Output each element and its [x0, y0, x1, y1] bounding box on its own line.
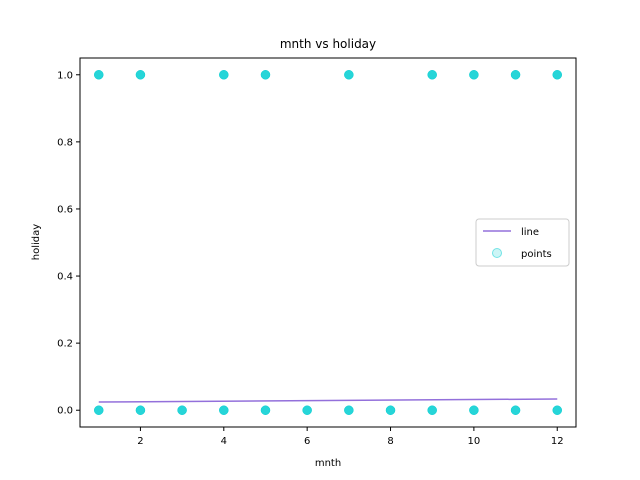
x-tick-label: 6	[304, 436, 310, 447]
data-point	[94, 405, 104, 415]
x-axis: 2 4 6 8 10 12	[137, 427, 564, 447]
data-point	[177, 405, 187, 415]
data-point	[552, 70, 562, 80]
legend: line points	[475, 218, 570, 267]
data-point	[344, 70, 354, 80]
y-tick-label: 0.4	[57, 272, 73, 283]
data-point	[427, 405, 437, 415]
x-axis-label: mnth	[315, 458, 341, 469]
x-tick-label: 10	[468, 436, 481, 447]
data-point	[510, 405, 521, 415]
data-point	[510, 70, 521, 80]
legend-points-swatch	[492, 248, 502, 258]
data-point	[302, 405, 312, 415]
y-axis-label: holiday	[31, 224, 42, 260]
legend-line-label: line	[521, 227, 539, 238]
y-tick-label: 0.8	[57, 137, 73, 148]
y-axis: 0.0 0.2 0.4 0.6 0.8 1.0	[57, 70, 80, 417]
data-point	[135, 70, 146, 80]
data-point	[135, 405, 146, 415]
x-tick-label: 12	[551, 436, 564, 447]
data-point	[469, 405, 479, 415]
chart-title: mnth vs holiday	[280, 37, 376, 51]
axes-frame	[79, 57, 577, 428]
data-point	[427, 70, 437, 80]
x-tick-label: 2	[137, 436, 143, 447]
data-point	[552, 405, 562, 415]
data-point	[219, 405, 229, 415]
plot-area	[94, 70, 562, 415]
y-tick-label: 1.0	[57, 70, 73, 81]
data-point	[344, 405, 354, 415]
data-point	[260, 405, 271, 415]
x-tick-label: 8	[387, 436, 393, 447]
trend-line	[98, 398, 558, 403]
y-tick-label: 0.6	[57, 204, 73, 215]
data-point	[469, 70, 479, 80]
data-point	[385, 405, 396, 415]
legend-points-label: points	[521, 249, 552, 260]
data-point	[260, 70, 271, 80]
data-point	[94, 70, 104, 80]
y-tick-label: 0.0	[57, 406, 73, 417]
x-tick-label: 4	[221, 436, 227, 447]
y-tick-label: 0.2	[57, 339, 73, 350]
data-point	[219, 70, 229, 80]
